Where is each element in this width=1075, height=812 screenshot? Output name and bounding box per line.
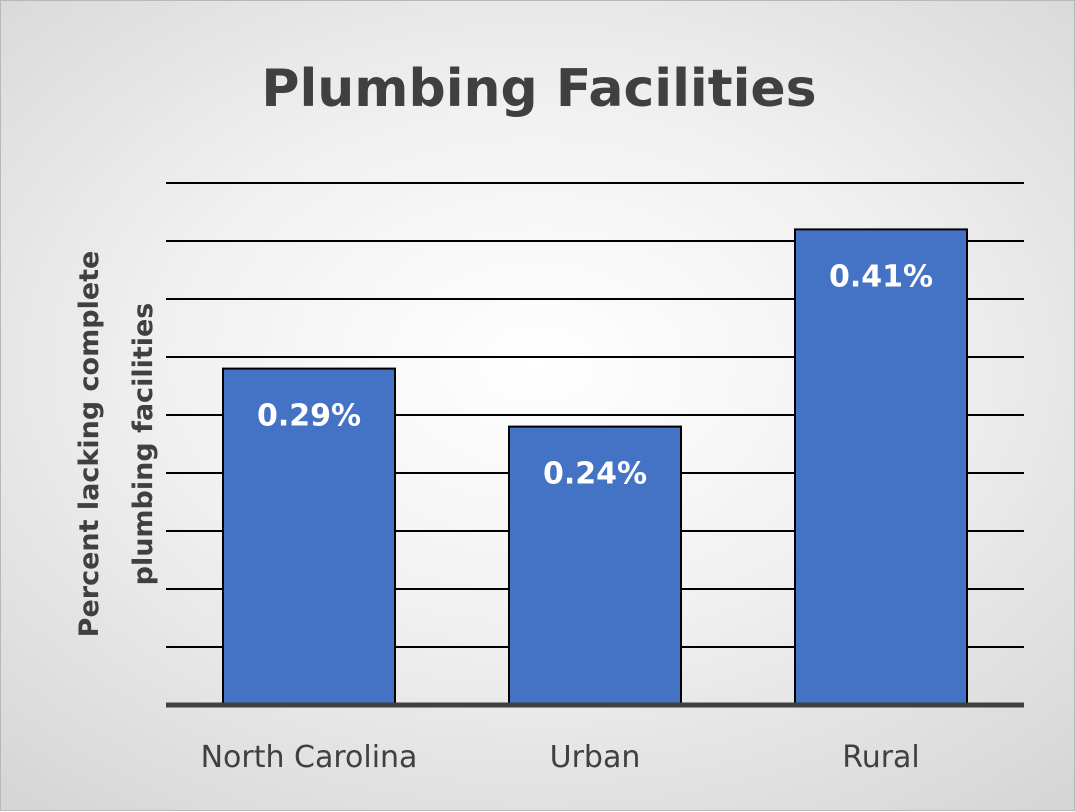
data-label: 0.41%	[829, 259, 933, 294]
bar-rural	[794, 228, 968, 706]
y-axis-label-line-2: plumbing facilities	[128, 303, 159, 586]
category-label: North Carolina	[201, 740, 418, 775]
category-labels: North Carolina Urban Rural	[201, 740, 920, 775]
category-label: Urban	[550, 740, 641, 775]
bars	[222, 228, 968, 706]
y-axis-label-line-1: Percent lacking complete	[74, 251, 105, 638]
category-label: Rural	[842, 740, 920, 775]
y-axis-label: Percent lacking complete plumbing facili…	[74, 251, 159, 638]
bar-north-carolina	[222, 367, 396, 706]
data-labels: 0.29% 0.24% 0.41%	[257, 259, 933, 491]
chart-title: Plumbing Facilities	[261, 59, 816, 119]
data-label: 0.24%	[543, 457, 647, 492]
data-label: 0.29%	[257, 399, 361, 434]
